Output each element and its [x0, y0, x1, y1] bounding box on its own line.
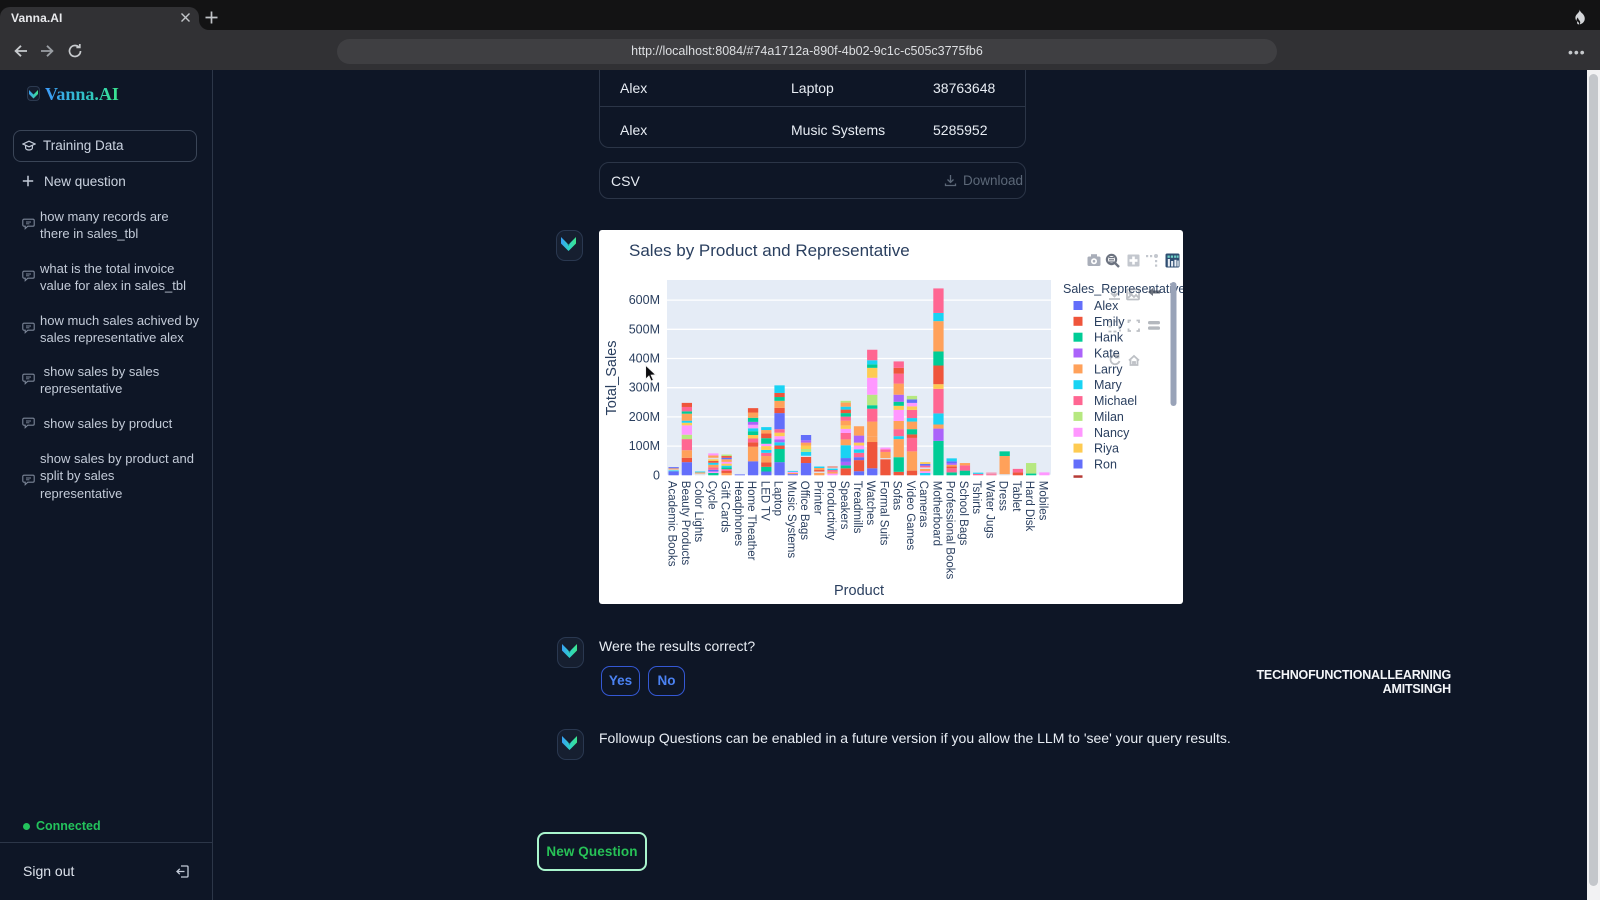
- svg-text:Ron: Ron: [1094, 458, 1117, 472]
- svg-text:Mobiles: Mobiles: [1036, 481, 1048, 521]
- svg-text:Sales_Representative: Sales_Representative: [1063, 282, 1183, 296]
- svg-text:Speakers: Speakers: [838, 481, 850, 530]
- svg-text:Emily: Emily: [1094, 315, 1125, 329]
- svg-text:Office Bags: Office Bags: [798, 481, 810, 540]
- svg-text:Formal Suits: Formal Suits: [878, 481, 890, 546]
- svg-text:Total_Sales: Total_Sales: [604, 341, 620, 416]
- svg-text:Tshirts: Tshirts: [970, 481, 982, 514]
- svg-text:Printer: Printer: [811, 481, 823, 515]
- svg-text:Motherboard: Motherboard: [930, 481, 942, 546]
- svg-text:Hank: Hank: [1094, 331, 1124, 345]
- svg-text:500M: 500M: [629, 322, 660, 336]
- svg-text:400M: 400M: [629, 352, 660, 366]
- svg-text:Gift Cards: Gift Cards: [719, 481, 731, 533]
- svg-text:Riya: Riya: [1094, 442, 1119, 456]
- svg-text:Sofas: Sofas: [891, 481, 903, 511]
- svg-text:Headphones: Headphones: [732, 481, 744, 546]
- svg-text:Product: Product: [834, 583, 884, 599]
- svg-text:School Bags: School Bags: [957, 481, 969, 546]
- svg-text:Cameras: Cameras: [917, 481, 929, 528]
- svg-text:Color Lights: Color Lights: [692, 481, 704, 543]
- svg-text:Tablet: Tablet: [1010, 481, 1022, 512]
- svg-text:Laptop: Laptop: [772, 481, 784, 516]
- svg-text:200M: 200M: [629, 410, 660, 424]
- svg-text:Hard Disk: Hard Disk: [1023, 481, 1035, 532]
- svg-text:Dress: Dress: [997, 481, 1009, 511]
- svg-text:Academic Books: Academic Books: [666, 481, 678, 567]
- svg-text:Michael: Michael: [1094, 394, 1137, 408]
- svg-text:Productivity: Productivity: [825, 481, 837, 541]
- svg-text:Home Theather: Home Theather: [745, 481, 757, 561]
- svg-text:600M: 600M: [629, 293, 660, 307]
- svg-text:Video Games: Video Games: [904, 481, 916, 551]
- svg-text:Beauty Products: Beauty Products: [679, 481, 691, 566]
- svg-text:Nancy: Nancy: [1094, 426, 1130, 440]
- svg-text:300M: 300M: [629, 381, 660, 395]
- svg-text:Music Systems: Music Systems: [785, 481, 797, 559]
- svg-text:Larry: Larry: [1094, 362, 1123, 376]
- svg-text:LED TV: LED TV: [758, 481, 770, 521]
- svg-text:Watches: Watches: [864, 481, 876, 526]
- svg-text:Cycle: Cycle: [705, 481, 717, 510]
- svg-text:Treadmills: Treadmills: [851, 481, 863, 534]
- svg-text:Water Jugs: Water Jugs: [983, 481, 995, 539]
- svg-text:Alex: Alex: [1094, 299, 1119, 313]
- svg-text:Milan: Milan: [1094, 410, 1124, 424]
- svg-text:Kate: Kate: [1094, 347, 1120, 361]
- svg-text:0: 0: [653, 468, 660, 482]
- svg-text:100M: 100M: [629, 439, 660, 453]
- svg-text:Mary: Mary: [1094, 378, 1123, 392]
- svg-text:Professional Books: Professional Books: [944, 481, 956, 580]
- svg-text:Sales by Product and Represent: Sales by Product and Representative: [629, 241, 910, 260]
